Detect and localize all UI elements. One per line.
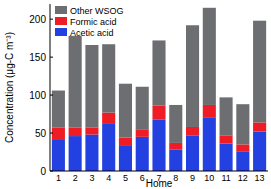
bar-segment <box>203 105 216 118</box>
y-tick <box>50 133 53 134</box>
y-axis <box>50 4 51 171</box>
bar-segment <box>102 113 115 124</box>
bar-segment <box>136 137 149 171</box>
y-tick-label: 50 <box>35 128 47 139</box>
bar-segment <box>152 106 165 120</box>
bars <box>52 8 266 171</box>
bar-segment <box>236 104 249 144</box>
bar-segment <box>203 8 216 105</box>
x-tick-label: 2 <box>73 173 78 183</box>
y-tick-label: 200 <box>29 14 46 25</box>
bar-segment <box>220 135 233 143</box>
x-axis <box>50 171 268 172</box>
y-tick-label: 0 <box>40 166 46 177</box>
x-tick-label: 9 <box>190 173 195 183</box>
bar-segment <box>152 40 165 105</box>
bar-segment <box>102 44 115 112</box>
bar-segment <box>119 146 132 171</box>
bar-segment <box>253 132 266 171</box>
bar-segment <box>152 119 165 171</box>
legend-swatch <box>55 17 67 25</box>
x-tick-label: 4 <box>106 173 111 183</box>
legend-swatch <box>55 6 67 14</box>
bar-segment <box>169 150 182 171</box>
bar-segment <box>136 87 149 130</box>
y-tick <box>50 95 53 96</box>
y-tick <box>50 57 53 58</box>
bar-segment <box>253 21 266 123</box>
bar-segment <box>69 128 82 136</box>
legend-label: Acetic acid <box>70 28 114 38</box>
x-tick-label: 13 <box>255 173 265 183</box>
x-tick-label: 5 <box>123 173 128 183</box>
x-tick-label: 11 <box>221 173 230 183</box>
y-axis-label: Concentration (μg-C m⁻³) <box>4 32 15 143</box>
bar-segment <box>253 122 266 131</box>
legend-label: Formic acid <box>70 17 117 27</box>
bar-segment <box>186 25 199 127</box>
x-axis-label: Home <box>146 178 173 189</box>
bar-segment <box>52 139 65 171</box>
bar-segment <box>85 135 98 171</box>
legend-label: Other WSOG <box>70 6 124 16</box>
bar-segment <box>220 97 233 135</box>
bar-segment <box>85 128 98 135</box>
x-tick-label: 8 <box>173 173 178 183</box>
y-tick-label: 150 <box>29 52 46 63</box>
bar-segment <box>102 124 115 171</box>
bar-segment <box>119 84 132 138</box>
y-tick-label: 100 <box>29 90 46 101</box>
bar-segment <box>186 135 199 171</box>
bar-segment <box>69 136 82 171</box>
bar-segment <box>136 129 149 137</box>
bar-segment <box>52 91 65 128</box>
bar-segment <box>69 36 82 128</box>
x-tick-label: 10 <box>204 173 214 183</box>
bar-segment <box>220 144 233 171</box>
y-tick <box>50 171 53 172</box>
bar-segment <box>236 144 249 151</box>
x-tick-label: 3 <box>89 173 94 183</box>
x-tick-label: 12 <box>238 173 248 183</box>
bar-segment <box>169 143 182 150</box>
bar-segment <box>186 127 199 135</box>
bar-segment <box>169 105 182 143</box>
bar-segment <box>52 128 65 139</box>
legend-swatch <box>55 28 67 36</box>
x-tick-label: 6 <box>140 173 145 183</box>
y-tick <box>50 19 53 20</box>
bar-segment <box>236 151 249 171</box>
chart: 05010015020012345678910111213HomeConcent… <box>0 0 271 189</box>
bar-segment <box>203 118 216 171</box>
x-tick-label: 1 <box>56 173 61 183</box>
bar-segment <box>85 45 98 128</box>
bar-segment <box>119 138 132 146</box>
